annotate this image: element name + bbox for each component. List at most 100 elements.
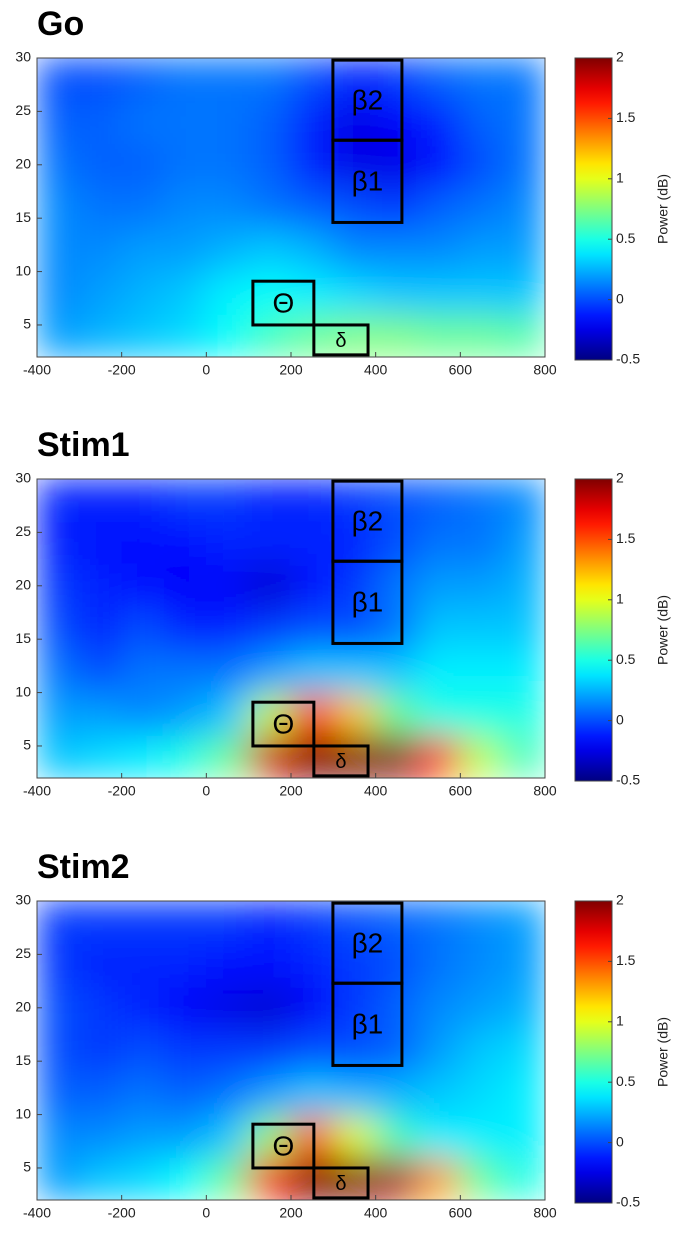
x-tick-label: 0 (202, 362, 210, 378)
heatmap-cell (459, 228, 504, 273)
panel: Stim1-400 -200 0 200 400 600 80051015202530β2β… (15, 426, 670, 799)
heatmap-cell (78, 521, 123, 565)
colorbar-tick-label: 2 (616, 49, 624, 65)
heatmap-cell (290, 943, 334, 987)
heatmap-cells (37, 58, 545, 357)
heatmap-cell (248, 734, 292, 778)
heatmap-cell (78, 271, 123, 315)
colorbar-label: Power (dB) (655, 1017, 671, 1087)
heatmap-cell (502, 692, 545, 736)
heatmap-cell (121, 185, 165, 230)
heatmap-cell (332, 985, 377, 1030)
annotation-box (312, 323, 370, 357)
colorbar-tick-label: -0.5 (616, 351, 640, 367)
heatmap-cell (163, 228, 207, 273)
heatmap-cell (78, 943, 123, 987)
annotation-box (312, 1166, 370, 1200)
heatmap-cell (332, 58, 377, 102)
annotation-box (251, 1122, 316, 1170)
heatmap-cell (290, 479, 334, 523)
heatmap (37, 479, 545, 778)
y-tick-label: 15 (15, 209, 31, 225)
annotation-label: Θ (272, 708, 294, 739)
heatmap-cell (205, 1114, 250, 1158)
y-tick-label: 20 (15, 576, 31, 592)
heatmap-cell (417, 521, 461, 565)
colorbar-tick-label: 2 (616, 470, 624, 486)
heatmap-cell (502, 100, 545, 144)
heatmap-cell (163, 901, 207, 945)
heatmap-cell (375, 649, 419, 694)
heatmap-cell (37, 185, 80, 230)
heatmap-cell (163, 563, 207, 608)
heatmap-cell (459, 1114, 504, 1158)
chart-title: Stim1 (37, 426, 130, 464)
chart-title: Stim2 (37, 848, 130, 886)
heatmap-cell (248, 521, 292, 565)
annotation-label: Θ (272, 287, 294, 318)
heatmap-cell (459, 313, 504, 357)
chart-title: Go (37, 5, 84, 43)
annotation-box (331, 138, 404, 224)
heatmap-cell (459, 185, 504, 230)
heatmap-cell (290, 1114, 334, 1158)
heatmap-cell (290, 649, 334, 694)
heatmap-cell (248, 142, 292, 187)
annotation-box (251, 700, 316, 748)
colorbar-tick-label: 0 (616, 711, 624, 727)
y-tick-label: 25 (15, 523, 31, 539)
heatmap-cell (37, 228, 80, 273)
heatmap-cell (459, 985, 504, 1030)
heatmap-cell (375, 943, 419, 987)
heatmap-cell (459, 692, 504, 736)
colorbar (574, 478, 613, 782)
heatmap-cell (205, 479, 250, 523)
heatmap-cell (290, 901, 334, 945)
heatmap-cell (332, 479, 377, 523)
heatmap-cell (417, 692, 461, 736)
heatmap-cell (248, 185, 292, 230)
heatmap-cell (459, 479, 504, 523)
heatmap-cell (121, 734, 165, 778)
heatmap-cell (205, 901, 250, 945)
heatmap-cell (502, 943, 545, 987)
heatmap-cell (459, 1028, 504, 1073)
heatmap-cell (290, 985, 334, 1030)
x-tick-label: -400 (23, 783, 51, 799)
heatmap-cell (290, 100, 334, 144)
heatmap-cell (121, 1114, 165, 1158)
colorbar-tick-label: 1.5 (616, 109, 636, 125)
annotation-label: β2 (352, 506, 384, 537)
heatmap-cell (248, 58, 292, 102)
heatmap-cell (290, 734, 334, 778)
y-tick-label: 5 (23, 1159, 31, 1175)
heatmap-cell (502, 1071, 545, 1116)
colorbar-tick-label: 1.5 (616, 952, 636, 968)
x-tick-label: 400 (364, 362, 388, 378)
x-tick-label: 800 (533, 1205, 557, 1221)
heatmap-cell (163, 943, 207, 987)
heatmap-cell (459, 649, 504, 694)
heatmap-cell (417, 1071, 461, 1116)
heatmap-cell (78, 479, 123, 523)
heatmap-cell (163, 185, 207, 230)
x-tick-label: -200 (108, 362, 136, 378)
heatmap-cell (290, 58, 334, 102)
annotation-box (312, 744, 370, 778)
heatmap-cell (375, 313, 419, 357)
heatmap-cell (375, 1071, 419, 1116)
heatmap-cell (37, 142, 80, 187)
heatmap-cell (417, 228, 461, 273)
annotation-box (251, 279, 316, 327)
heatmap-cell (163, 100, 207, 144)
heatmap-cell (163, 985, 207, 1030)
heatmap-cell (248, 313, 292, 357)
heatmap-cell (37, 521, 80, 565)
colorbar-tick-label: -0.5 (616, 1194, 640, 1210)
annotation-label: β1 (352, 166, 384, 197)
annotation-box (331, 559, 404, 645)
x-tick-label: 200 (279, 783, 303, 799)
panel: Stim2-400 -200 0 200 400 600 80051015202530β2β… (15, 848, 670, 1221)
heatmap-cell (248, 100, 292, 144)
heatmap-cell (332, 1071, 377, 1116)
